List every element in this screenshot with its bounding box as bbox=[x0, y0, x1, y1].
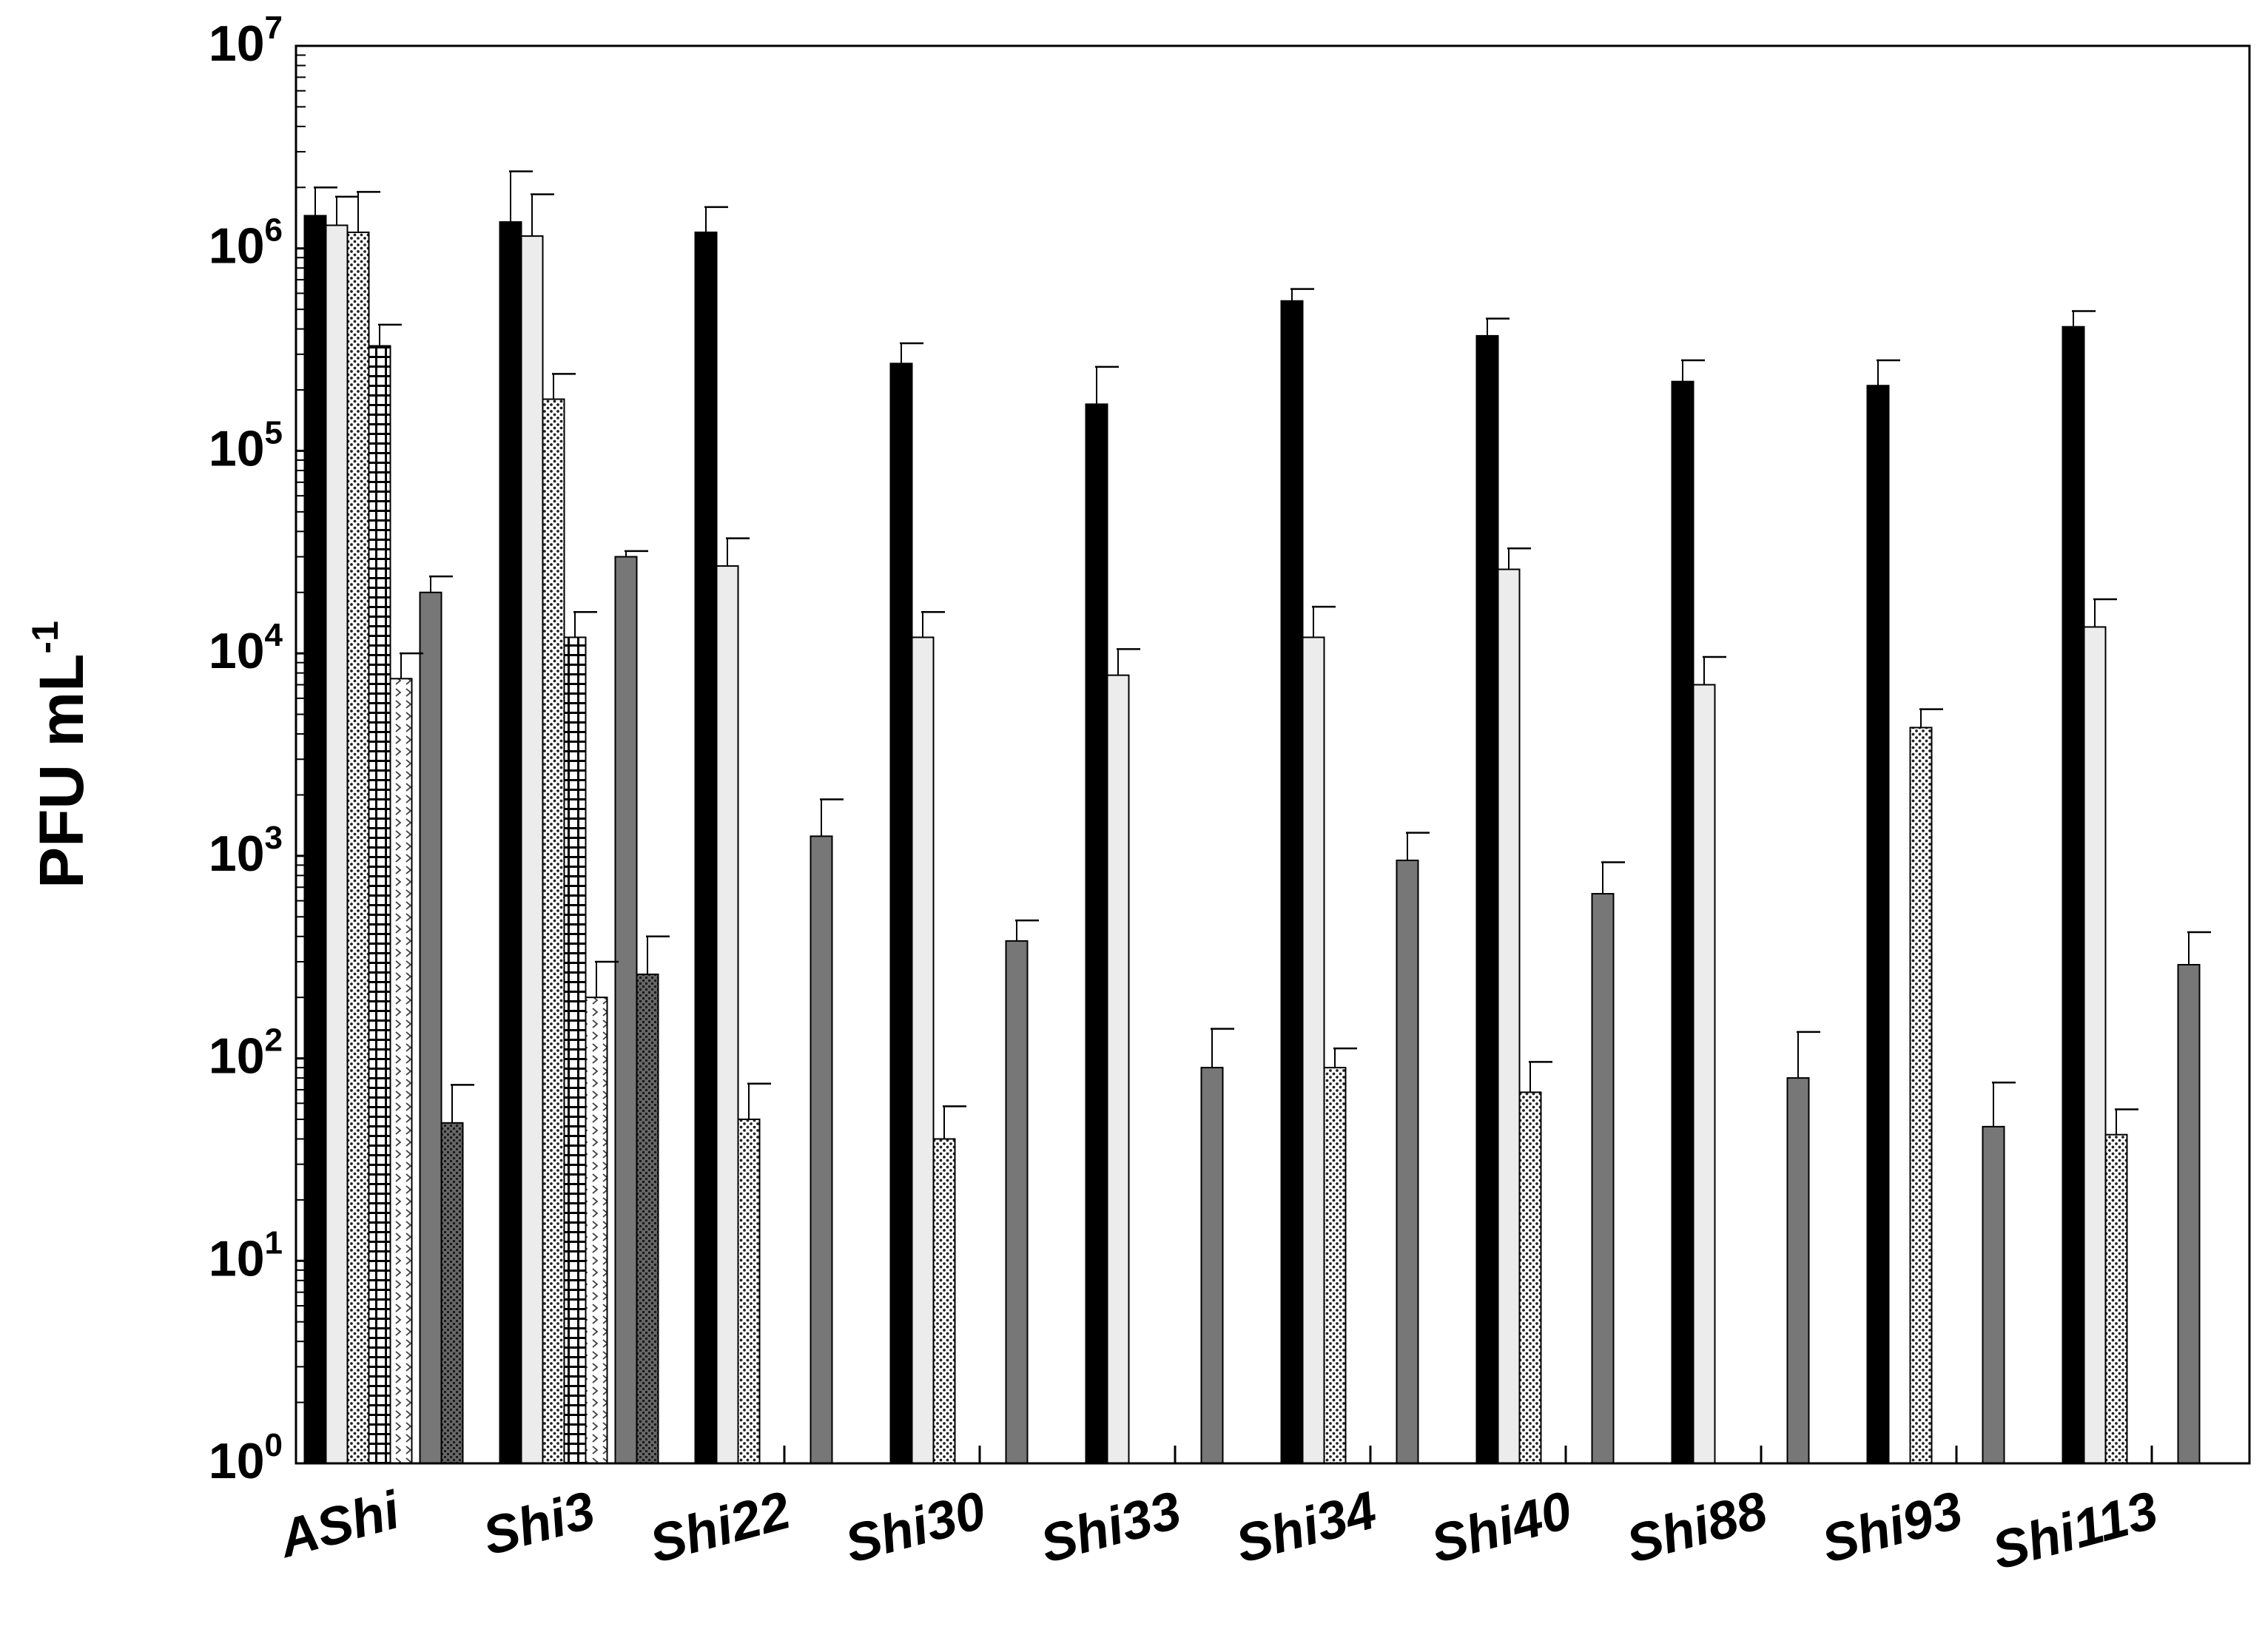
bar-dots bbox=[1323, 1067, 1347, 1465]
bar-dark-gray bbox=[1982, 1125, 2005, 1464]
bar-solid-black bbox=[1475, 334, 1499, 1464]
bar-dots bbox=[737, 1118, 761, 1464]
bar-dark-checker bbox=[440, 1122, 464, 1465]
bar-light-gray bbox=[2083, 626, 2107, 1464]
bar-grid bbox=[368, 345, 391, 1464]
x-category-label: AShi bbox=[272, 1480, 407, 1570]
bar-dots bbox=[1518, 1091, 1542, 1464]
y-tick-label: 104 bbox=[209, 617, 283, 679]
y-tick-label: 107 bbox=[209, 10, 283, 72]
bar-chevrons bbox=[585, 997, 608, 1464]
x-category-label: Shi33 bbox=[1034, 1480, 1187, 1574]
y-axis-tick-labels: 100 101 102 103 104 105 106 107 bbox=[209, 10, 283, 1489]
x-category-label: Shi30 bbox=[839, 1480, 992, 1574]
y-tick-label: 101 bbox=[209, 1224, 283, 1287]
bar-grid bbox=[563, 636, 587, 1464]
bar-solid-black bbox=[1866, 385, 1890, 1464]
bar-light-gray bbox=[1497, 568, 1521, 1464]
bar-chevrons bbox=[389, 678, 413, 1465]
y-tick-label: 103 bbox=[209, 820, 283, 882]
bar-dark-gray bbox=[1200, 1067, 1224, 1465]
bar-dark-gray bbox=[1591, 893, 1615, 1464]
bar-solid-black bbox=[303, 215, 327, 1465]
x-category-label: Shi93 bbox=[1816, 1480, 1968, 1574]
bar-dark-checker bbox=[636, 973, 659, 1464]
bar-dots bbox=[1909, 726, 1933, 1464]
bar-dark-gray bbox=[1005, 940, 1029, 1464]
bar-light-gray bbox=[325, 224, 349, 1464]
bar-solid-black bbox=[1671, 380, 1694, 1464]
bar-solid-black bbox=[499, 221, 522, 1465]
bar-dark-gray bbox=[419, 591, 442, 1464]
x-category-label: Shi113 bbox=[1986, 1480, 2164, 1581]
bar-dots bbox=[542, 398, 565, 1464]
bar-light-gray bbox=[716, 565, 739, 1465]
x-category-label: Shi88 bbox=[1620, 1480, 1773, 1574]
y-tick-label: 102 bbox=[209, 1022, 283, 1085]
bar-light-gray bbox=[1692, 684, 1716, 1464]
y-tick-label: 100 bbox=[209, 1427, 283, 1489]
bar-light-gray bbox=[1302, 636, 1325, 1464]
bar-solid-black bbox=[1085, 403, 1108, 1464]
bar-dots bbox=[346, 232, 370, 1464]
x-category-label: Shi34 bbox=[1230, 1480, 1382, 1574]
bar-solid-black bbox=[889, 363, 913, 1464]
bar-dots bbox=[2104, 1133, 2128, 1464]
bar-dark-gray bbox=[2177, 964, 2201, 1464]
bar-dark-gray bbox=[1396, 859, 1419, 1464]
bar-light-gray bbox=[520, 235, 544, 1464]
bar-light-gray bbox=[1106, 674, 1130, 1464]
plot-frame bbox=[295, 44, 2251, 1465]
bar-dark-gray bbox=[614, 556, 638, 1464]
y-tick-label: 105 bbox=[209, 414, 283, 476]
bar-light-gray bbox=[911, 636, 935, 1464]
bars-layer bbox=[303, 215, 2201, 1465]
bar-solid-black bbox=[694, 232, 718, 1464]
bar-dark-gray bbox=[1786, 1077, 1810, 1464]
x-axis-category-labels: AShi Shi3 Shi22 Shi30 Shi33 Shi34 Shi40 Shi88 Sh… bbox=[272, 1480, 2164, 1581]
bar-solid-black bbox=[2062, 326, 2085, 1464]
error-bars-layer bbox=[314, 170, 2211, 1139]
x-category-label: Shi22 bbox=[644, 1480, 796, 1574]
bar-solid-black bbox=[1280, 300, 1304, 1464]
x-category-label: Shi3 bbox=[477, 1480, 602, 1567]
x-category-label: Shi40 bbox=[1425, 1480, 1578, 1574]
bar-dark-gray bbox=[810, 835, 833, 1465]
y-tick-label: 106 bbox=[209, 212, 283, 274]
y-axis-title: PFU mL-1 bbox=[24, 621, 96, 889]
bar-dots bbox=[932, 1138, 956, 1464]
